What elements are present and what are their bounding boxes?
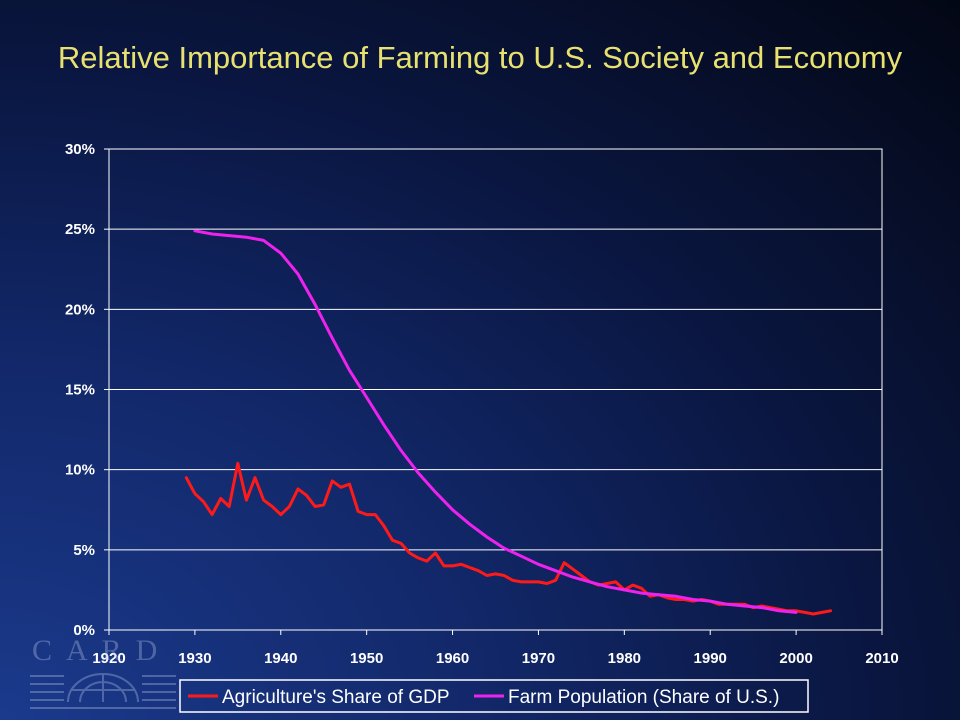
x-tick-label-8: 2000 bbox=[779, 650, 812, 667]
x-tick-label-3: 1950 bbox=[350, 650, 383, 667]
y-tick-label-4: 20% bbox=[65, 301, 95, 318]
y-tick-label-6: 30% bbox=[65, 141, 95, 158]
y-axis-ticks: 0% 5% 10% 15% 20% 25% 30% bbox=[65, 141, 109, 639]
legend-label-farm-pop: Farm Population (Share of U.S.) bbox=[508, 687, 779, 708]
page-title: Relative Importance of Farming to U.S. S… bbox=[57, 40, 903, 75]
y-tick-label-0: 0% bbox=[73, 622, 95, 639]
series-line-farm-population bbox=[193, 229, 798, 614]
x-tick-label-7: 1990 bbox=[694, 650, 727, 667]
x-tick-label-9: 2010 bbox=[865, 650, 898, 667]
y-tick-label-3: 15% bbox=[65, 382, 95, 399]
y-tick-label-5: 25% bbox=[65, 221, 95, 238]
globe-icon bbox=[67, 673, 139, 703]
series-lines bbox=[184, 229, 832, 616]
x-tick-label-6: 1980 bbox=[608, 650, 641, 667]
x-tick-label-0: 1920 bbox=[92, 650, 125, 667]
legend: Agriculture's Share of GDP Farm Populati… bbox=[179, 679, 809, 713]
x-tick-label-2: 1940 bbox=[264, 650, 297, 667]
x-tick-label-4: 1960 bbox=[436, 650, 469, 667]
logo-text: CARD bbox=[32, 634, 171, 667]
x-axis-ticks: 1920 1930 1940 1950 1960 1970 1980 1990 2000 2010 bbox=[92, 630, 899, 667]
legend-box bbox=[179, 679, 809, 713]
y-tick-label-2: 10% bbox=[65, 462, 95, 479]
x-tick-label-1: 1930 bbox=[178, 650, 211, 667]
logo-stripes bbox=[30, 675, 176, 709]
card-logo: CARD bbox=[30, 634, 176, 709]
x-tick-label-5: 1970 bbox=[522, 650, 555, 667]
y-tick-label-1: 5% bbox=[73, 542, 95, 559]
legend-label-gdp: Agriculture's Share of GDP bbox=[222, 687, 450, 708]
series-line-gdp-share bbox=[184, 461, 832, 616]
